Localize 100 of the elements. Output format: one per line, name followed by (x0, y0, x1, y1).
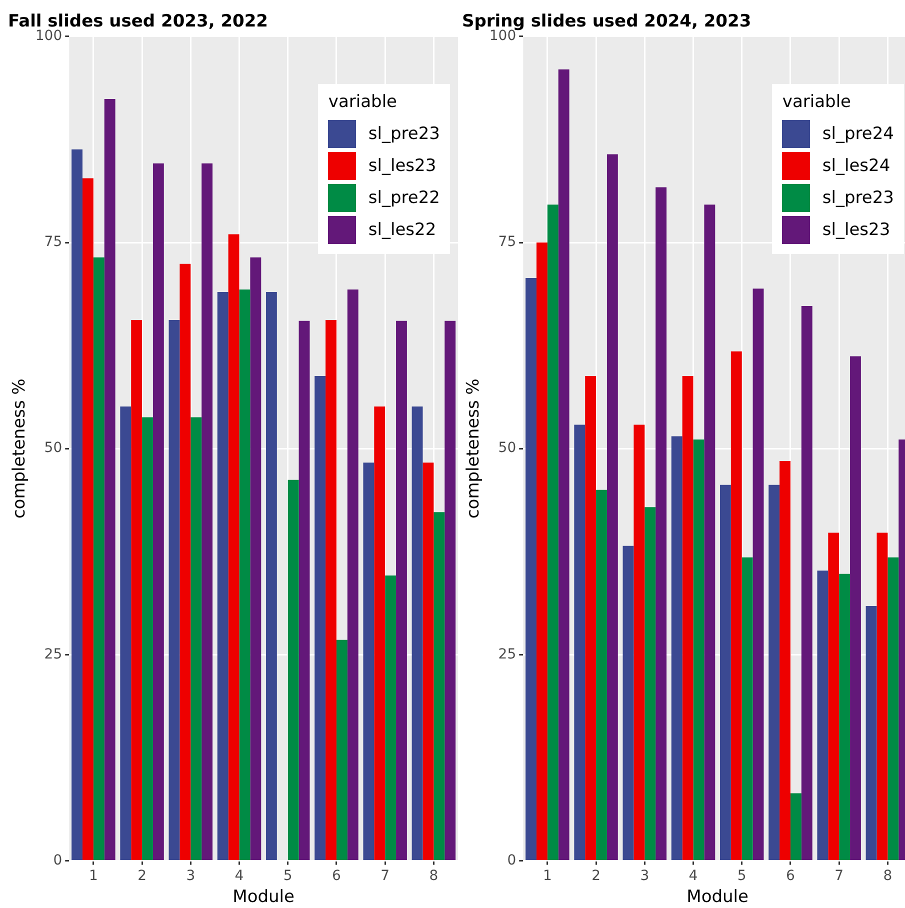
bar (326, 320, 336, 860)
bar (217, 292, 228, 860)
bar (730, 351, 742, 860)
legend-label: sl_pre24 (822, 124, 894, 144)
bar (839, 574, 850, 860)
bar (671, 436, 682, 860)
bar (412, 406, 423, 860)
bar (104, 99, 116, 860)
x-tick-label: 7 (834, 868, 844, 884)
bar (363, 462, 374, 860)
x-tick-label: 1 (88, 868, 98, 884)
y-tick-label: 25 (44, 646, 62, 662)
y-tick-label: 50 (498, 440, 516, 456)
legend-title: variable (328, 92, 398, 112)
bar (752, 288, 764, 860)
bar (434, 512, 445, 860)
bar (288, 480, 299, 860)
x-tick-label: 3 (186, 868, 196, 884)
bar (790, 793, 802, 860)
bar (622, 546, 634, 860)
x-tick-label: 5 (737, 868, 746, 884)
bar (93, 257, 104, 860)
bar (228, 234, 240, 860)
bar (202, 163, 213, 860)
x-tick-label: 4 (688, 868, 698, 884)
legend-title: variable (782, 92, 852, 112)
bar (866, 606, 877, 860)
legend-label: sl_les23 (368, 156, 436, 176)
bar (336, 640, 348, 860)
bar (801, 306, 812, 860)
bar (131, 320, 142, 860)
bar (536, 242, 548, 860)
bar (266, 292, 277, 860)
bar (239, 289, 250, 860)
bar (704, 204, 716, 860)
bar (768, 484, 780, 860)
legend-label: sl_les22 (368, 220, 436, 240)
legend-label: sl_pre23 (368, 124, 440, 144)
bar (250, 257, 262, 860)
bar (72, 149, 82, 860)
legend-label: sl_les23 (822, 220, 890, 240)
bar (444, 320, 456, 860)
bar (574, 424, 586, 860)
chart-title: Spring slides used 2024, 2023 (462, 12, 752, 32)
x-tick-label: 2 (592, 868, 600, 884)
bar (422, 462, 434, 860)
bar (780, 460, 790, 860)
bar (314, 376, 326, 860)
legend-label: sl_les24 (822, 156, 890, 176)
bar (396, 320, 407, 860)
bar (558, 69, 570, 860)
bar (180, 264, 191, 860)
bar (634, 424, 645, 860)
x-tick-label: 4 (234, 868, 244, 884)
bar (644, 507, 656, 860)
bar (142, 417, 153, 860)
x-tick-label: 2 (138, 868, 146, 884)
bar (596, 490, 607, 860)
y-tick-label: 75 (498, 234, 516, 250)
x-tick-label: 5 (283, 868, 292, 884)
bar (828, 532, 840, 860)
y-tick-label: 50 (44, 440, 62, 456)
y-axis-title: completeness % (10, 378, 30, 519)
bar (120, 406, 132, 860)
y-tick-label: 0 (507, 852, 516, 868)
x-tick-label: 8 (429, 868, 438, 884)
x-tick-label: 6 (786, 868, 796, 884)
y-tick-label: 25 (498, 646, 516, 662)
bar (656, 187, 667, 860)
x-tick-label: 6 (332, 868, 342, 884)
y-tick-label: 0 (53, 852, 62, 868)
bar (693, 440, 704, 860)
y-tick-label: 75 (44, 234, 62, 250)
y-tick-label: 100 (35, 28, 62, 44)
bar (385, 576, 396, 860)
legend-label: sl_pre22 (368, 188, 440, 208)
bar (742, 557, 753, 860)
bar (152, 163, 164, 860)
x-tick-label: 3 (640, 868, 650, 884)
bar (606, 154, 618, 860)
x-axis-title: Module (686, 887, 748, 908)
bar (526, 278, 536, 860)
bar (82, 178, 94, 860)
x-tick-label: 8 (883, 868, 892, 884)
bar (850, 356, 861, 860)
bar (720, 484, 731, 860)
y-axis-title: completeness % (464, 378, 484, 519)
bar (190, 417, 202, 860)
x-axis-title: Module (232, 887, 294, 908)
x-tick-label: 7 (380, 868, 390, 884)
bar (585, 376, 596, 860)
bar (817, 570, 828, 860)
bar (682, 376, 694, 860)
bar (347, 289, 358, 860)
bar (876, 532, 888, 860)
x-tick-label: 1 (542, 868, 552, 884)
legend-label: sl_pre23 (822, 188, 894, 208)
bar (374, 406, 386, 860)
bar (168, 320, 180, 860)
bar (298, 320, 310, 860)
